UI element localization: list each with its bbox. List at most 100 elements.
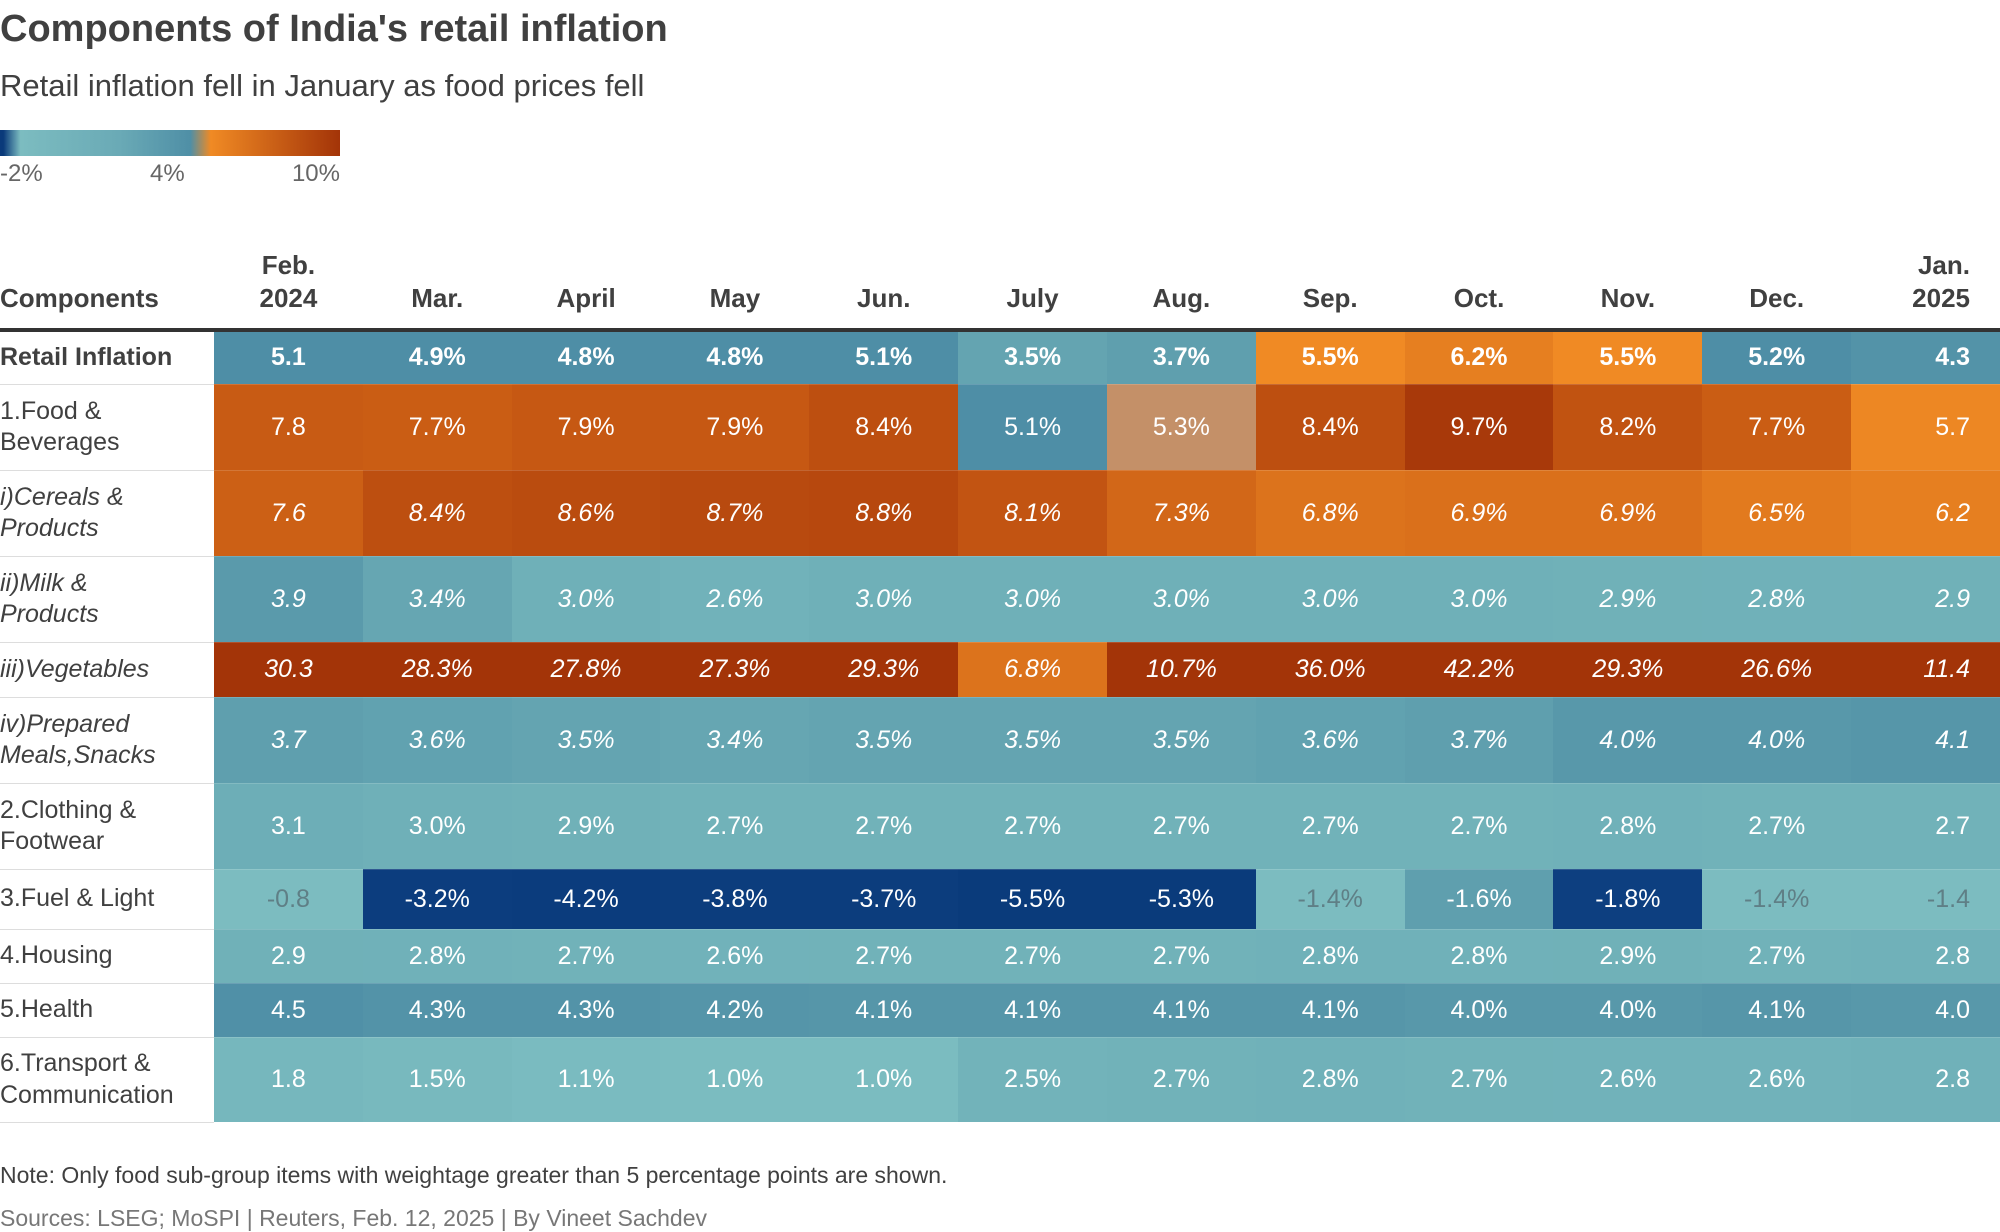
- heatmap-cell: 2.9%: [1553, 929, 1703, 984]
- heatmap-cell: 2.8: [1851, 929, 2000, 984]
- heatmap-cell: 7.3%: [1106, 470, 1256, 557]
- heatmap-cell: 26.6%: [1702, 642, 1852, 698]
- heatmap-cell: 8.7%: [660, 470, 810, 557]
- column-header-line: Dec.: [1749, 282, 1805, 313]
- heatmap-cell: 2.9: [214, 929, 363, 984]
- heatmap-cell: 4.5: [214, 983, 363, 1038]
- heatmap-cell: -1.4%: [1255, 869, 1405, 930]
- heatmap-cell: 2.8%: [1255, 929, 1405, 984]
- heatmap-cell: 2.8%: [1404, 929, 1554, 984]
- heatmap-cell: 3.7: [214, 697, 363, 784]
- heatmap-cell: 3.0%: [362, 783, 512, 870]
- heatmap-cell: 2.6%: [660, 556, 810, 643]
- heatmap-cell: 3.7%: [1106, 330, 1256, 385]
- column-header-line: Sep.: [1302, 282, 1358, 313]
- heatmap-cell: 2.8%: [1553, 783, 1703, 870]
- heatmap-cell: 2.7%: [511, 929, 661, 984]
- column-header: July: [958, 240, 1107, 332]
- source-line: Sources: LSEG; MoSPI | Reuters, Feb. 12,…: [0, 1205, 708, 1231]
- heatmap-cell: 7.7%: [1702, 384, 1852, 471]
- table-row: 2.Clothing & Footwear 3.1 3.0% 2.9% 2.7% 2.7% 2…: [0, 783, 2000, 870]
- chart-title: Components of India's retail inflation: [0, 8, 668, 50]
- heatmap-cell: 9.7%: [1404, 384, 1554, 471]
- heatmap-cell: 2.8%: [1702, 556, 1852, 643]
- table-row: 6.Transport & Communication 1.8 1.5% 1.1% 1.0…: [0, 1037, 2000, 1123]
- heatmap-cell: 5.5%: [1553, 330, 1703, 385]
- column-header-line: May: [709, 282, 761, 313]
- heatmap-cell: 5.1%: [958, 384, 1107, 471]
- heatmap-cell: 4.0%: [1553, 697, 1703, 784]
- heatmap-cell: 3.4%: [362, 556, 512, 643]
- heatmap-cell: 8.6%: [511, 470, 661, 557]
- table-row: 4.Housing 2.9 2.8% 2.7% 2.6% 2.7% 2.7% 2.7% 2.8%…: [0, 929, 2000, 984]
- heatmap-cell: 4.1: [1851, 697, 2000, 784]
- heatmap-cell: 3.5%: [511, 697, 661, 784]
- heatmap-cell: 5.3%: [1106, 384, 1256, 471]
- heatmap-cell: -3.8%: [660, 869, 810, 930]
- row-label-line: Retail Inflation: [0, 343, 173, 372]
- row-label-line: 1.Food &: [0, 396, 102, 425]
- column-header-line: Aug.: [1152, 282, 1211, 313]
- heatmap-cell: 2.7%: [660, 783, 810, 870]
- heatmap-table: Components Feb. 2024 Mar. April May Jun. July A…: [0, 240, 2000, 1123]
- heatmap-cell: 2.7%: [1106, 929, 1256, 984]
- heatmap-cell: 4.3: [1851, 330, 2000, 385]
- heatmap-cell: 3.0%: [809, 556, 959, 643]
- column-header-line: Mar.: [411, 282, 464, 313]
- row-label: 1.Food & Beverages: [0, 384, 214, 471]
- heatmap-cell: 2.7%: [1404, 783, 1554, 870]
- heatmap-cell: 2.7%: [1255, 783, 1405, 870]
- heatmap-cell: 4.3%: [362, 983, 512, 1038]
- heatmap-cell: 6.8%: [1255, 470, 1405, 557]
- heatmap-cell: 5.1: [214, 330, 363, 385]
- heatmap-cell: 8.4%: [362, 470, 512, 557]
- heatmap-cell: 2.6%: [660, 929, 810, 984]
- column-header-line: April: [556, 282, 616, 313]
- heatmap-cell: 5.7: [1851, 384, 2000, 471]
- heatmap-cell: 3.5%: [958, 330, 1107, 385]
- column-header: Mar.: [362, 240, 512, 332]
- legend-label-max: 10%: [291, 160, 340, 187]
- row-label-line: 6.Transport &: [0, 1049, 151, 1078]
- heatmap-cell: -3.7%: [809, 869, 959, 930]
- row-header: Components: [0, 240, 214, 332]
- heatmap-cell: 6.2%: [1404, 330, 1554, 385]
- column-header: Aug.: [1106, 240, 1256, 332]
- row-label: 3.Fuel & Light: [0, 869, 214, 930]
- heatmap-cell: 1.5%: [362, 1037, 512, 1123]
- heatmap-cell: 4.1%: [1702, 983, 1852, 1038]
- heatmap-cell: 27.3%: [660, 642, 810, 698]
- heatmap-cell: 6.5%: [1702, 470, 1852, 557]
- table-row: i)Cereals & Products 7.6 8.4% 8.6% 8.7% 8.8% 8.…: [0, 470, 2000, 557]
- heatmap-cell: 3.7%: [1404, 697, 1554, 784]
- heatmap-cell: -1.4: [1851, 869, 2000, 930]
- heatmap-cell: 8.8%: [809, 470, 959, 557]
- heatmap-cell: 3.1: [214, 783, 363, 870]
- column-header: Feb. 2024: [214, 240, 363, 332]
- heatmap-cell: 4.1%: [809, 983, 959, 1038]
- legend-gradient-bar: [0, 130, 340, 156]
- heatmap-cell: 6.9%: [1404, 470, 1554, 557]
- heatmap-cell: 4.2%: [660, 983, 810, 1038]
- heatmap-cell: 3.6%: [1255, 697, 1405, 784]
- row-label-line: 3.Fuel & Light: [0, 884, 155, 913]
- heatmap-cell: 1.1%: [511, 1037, 661, 1123]
- heatmap-cell: 7.9%: [511, 384, 661, 471]
- row-label: ii)Milk & Products: [0, 556, 214, 643]
- header-row: Components Feb. 2024 Mar. April May Jun. July A…: [0, 240, 2000, 332]
- row-label-line: Communication: [0, 1080, 174, 1109]
- column-header: May: [660, 240, 810, 332]
- table-row: ii)Milk & Products 3.9 3.4% 3.0% 2.6% 3.0% 3.0%…: [0, 556, 2000, 643]
- column-header-line: July: [1006, 282, 1059, 313]
- heatmap-cell: 4.0%: [1404, 983, 1554, 1038]
- heatmap-cell: -4.2%: [511, 869, 661, 930]
- heatmap-cell: 2.9: [1851, 556, 2000, 643]
- heatmap-cell: 5.2%: [1702, 330, 1852, 385]
- heatmap-cell: 6.2: [1851, 470, 2000, 557]
- heatmap-cell: 4.0%: [1702, 697, 1852, 784]
- heatmap-cell: 4.1%: [1255, 983, 1405, 1038]
- row-label-line: Products: [0, 600, 99, 628]
- heatmap-cell: 4.1%: [958, 983, 1107, 1038]
- heatmap-cell: -1.8%: [1553, 869, 1703, 930]
- heatmap-cell: -0.8: [214, 869, 363, 930]
